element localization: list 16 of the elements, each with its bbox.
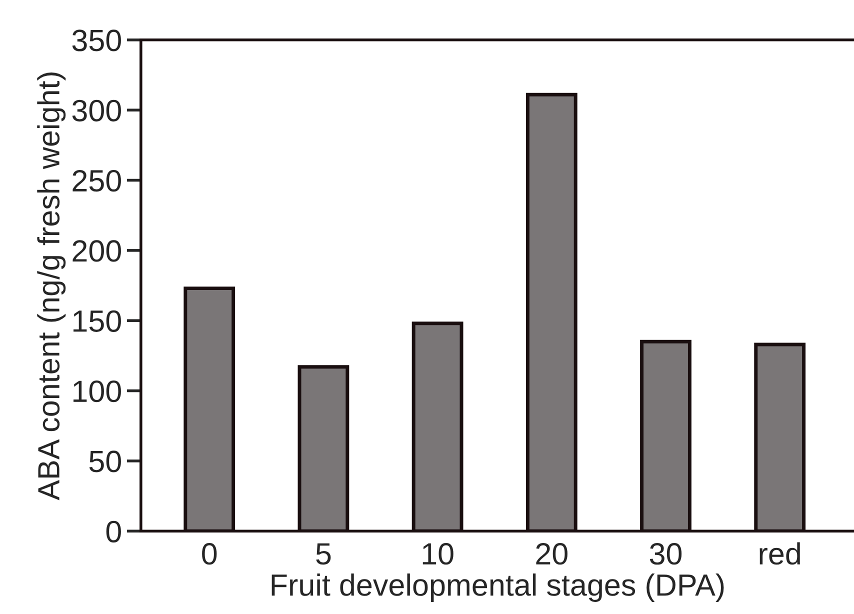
y-axis-title: ABA content (ng/g fresh weight)	[37, 72, 66, 500]
y-tick-label: 0	[106, 520, 121, 542]
y-tick-label: 200	[72, 240, 121, 262]
y-tick-label: 100	[74, 380, 121, 402]
y-tick-label: 350	[72, 30, 121, 52]
y-tick-label: 250	[72, 170, 121, 192]
y-tick-label: 300	[72, 100, 121, 122]
x-axis-title: Fruit developmental stages (DPA)	[272, 573, 724, 602]
x-tick-label: 5	[316, 543, 331, 565]
x-tick-label: 20	[536, 543, 568, 565]
y-tick-label: 150	[74, 310, 121, 332]
x-tick-label: red	[760, 542, 800, 565]
x-tick-label: 30	[650, 543, 682, 565]
y-tick-label: 50	[89, 450, 121, 472]
x-tick-label: 10	[422, 543, 454, 565]
x-tick-label: 0	[202, 543, 217, 565]
